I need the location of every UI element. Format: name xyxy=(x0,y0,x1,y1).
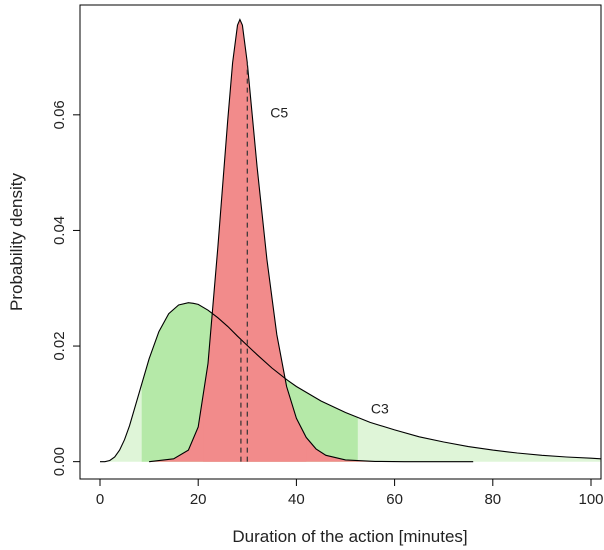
x-tick-label: 60 xyxy=(386,491,403,508)
y-axis-title: Probability density xyxy=(7,173,26,311)
x-tick-label: 100 xyxy=(578,491,603,508)
x-axis-title: Duration of the action [minutes] xyxy=(232,527,467,546)
c5-density-line xyxy=(149,18,474,463)
density-areas xyxy=(100,19,601,462)
x-tick-label: 20 xyxy=(190,491,207,508)
c3-density-line xyxy=(100,302,601,463)
c5-interval-area xyxy=(203,19,307,462)
y-tick-label: 0.06 xyxy=(51,100,68,129)
series-annotation-c5: C5 xyxy=(270,105,288,121)
series-annotation-c3: C3 xyxy=(371,401,389,417)
x-axis: 0 20 40 60 80 100 xyxy=(96,479,604,508)
x-tick-label: 0 xyxy=(96,491,104,508)
x-tick-label: 80 xyxy=(484,491,501,508)
y-tick-label: 0.04 xyxy=(51,216,68,245)
annotations: C5 C3 xyxy=(270,105,389,417)
y-tick-label: 0.02 xyxy=(51,331,68,360)
median-lines xyxy=(240,62,248,462)
density-curves xyxy=(100,18,601,463)
y-tick-label: 0.00 xyxy=(51,447,68,476)
plot-frame xyxy=(79,4,602,480)
y-axis: 0.00 0.02 0.04 0.06 xyxy=(51,100,80,476)
x-tick-label: 40 xyxy=(288,491,305,508)
